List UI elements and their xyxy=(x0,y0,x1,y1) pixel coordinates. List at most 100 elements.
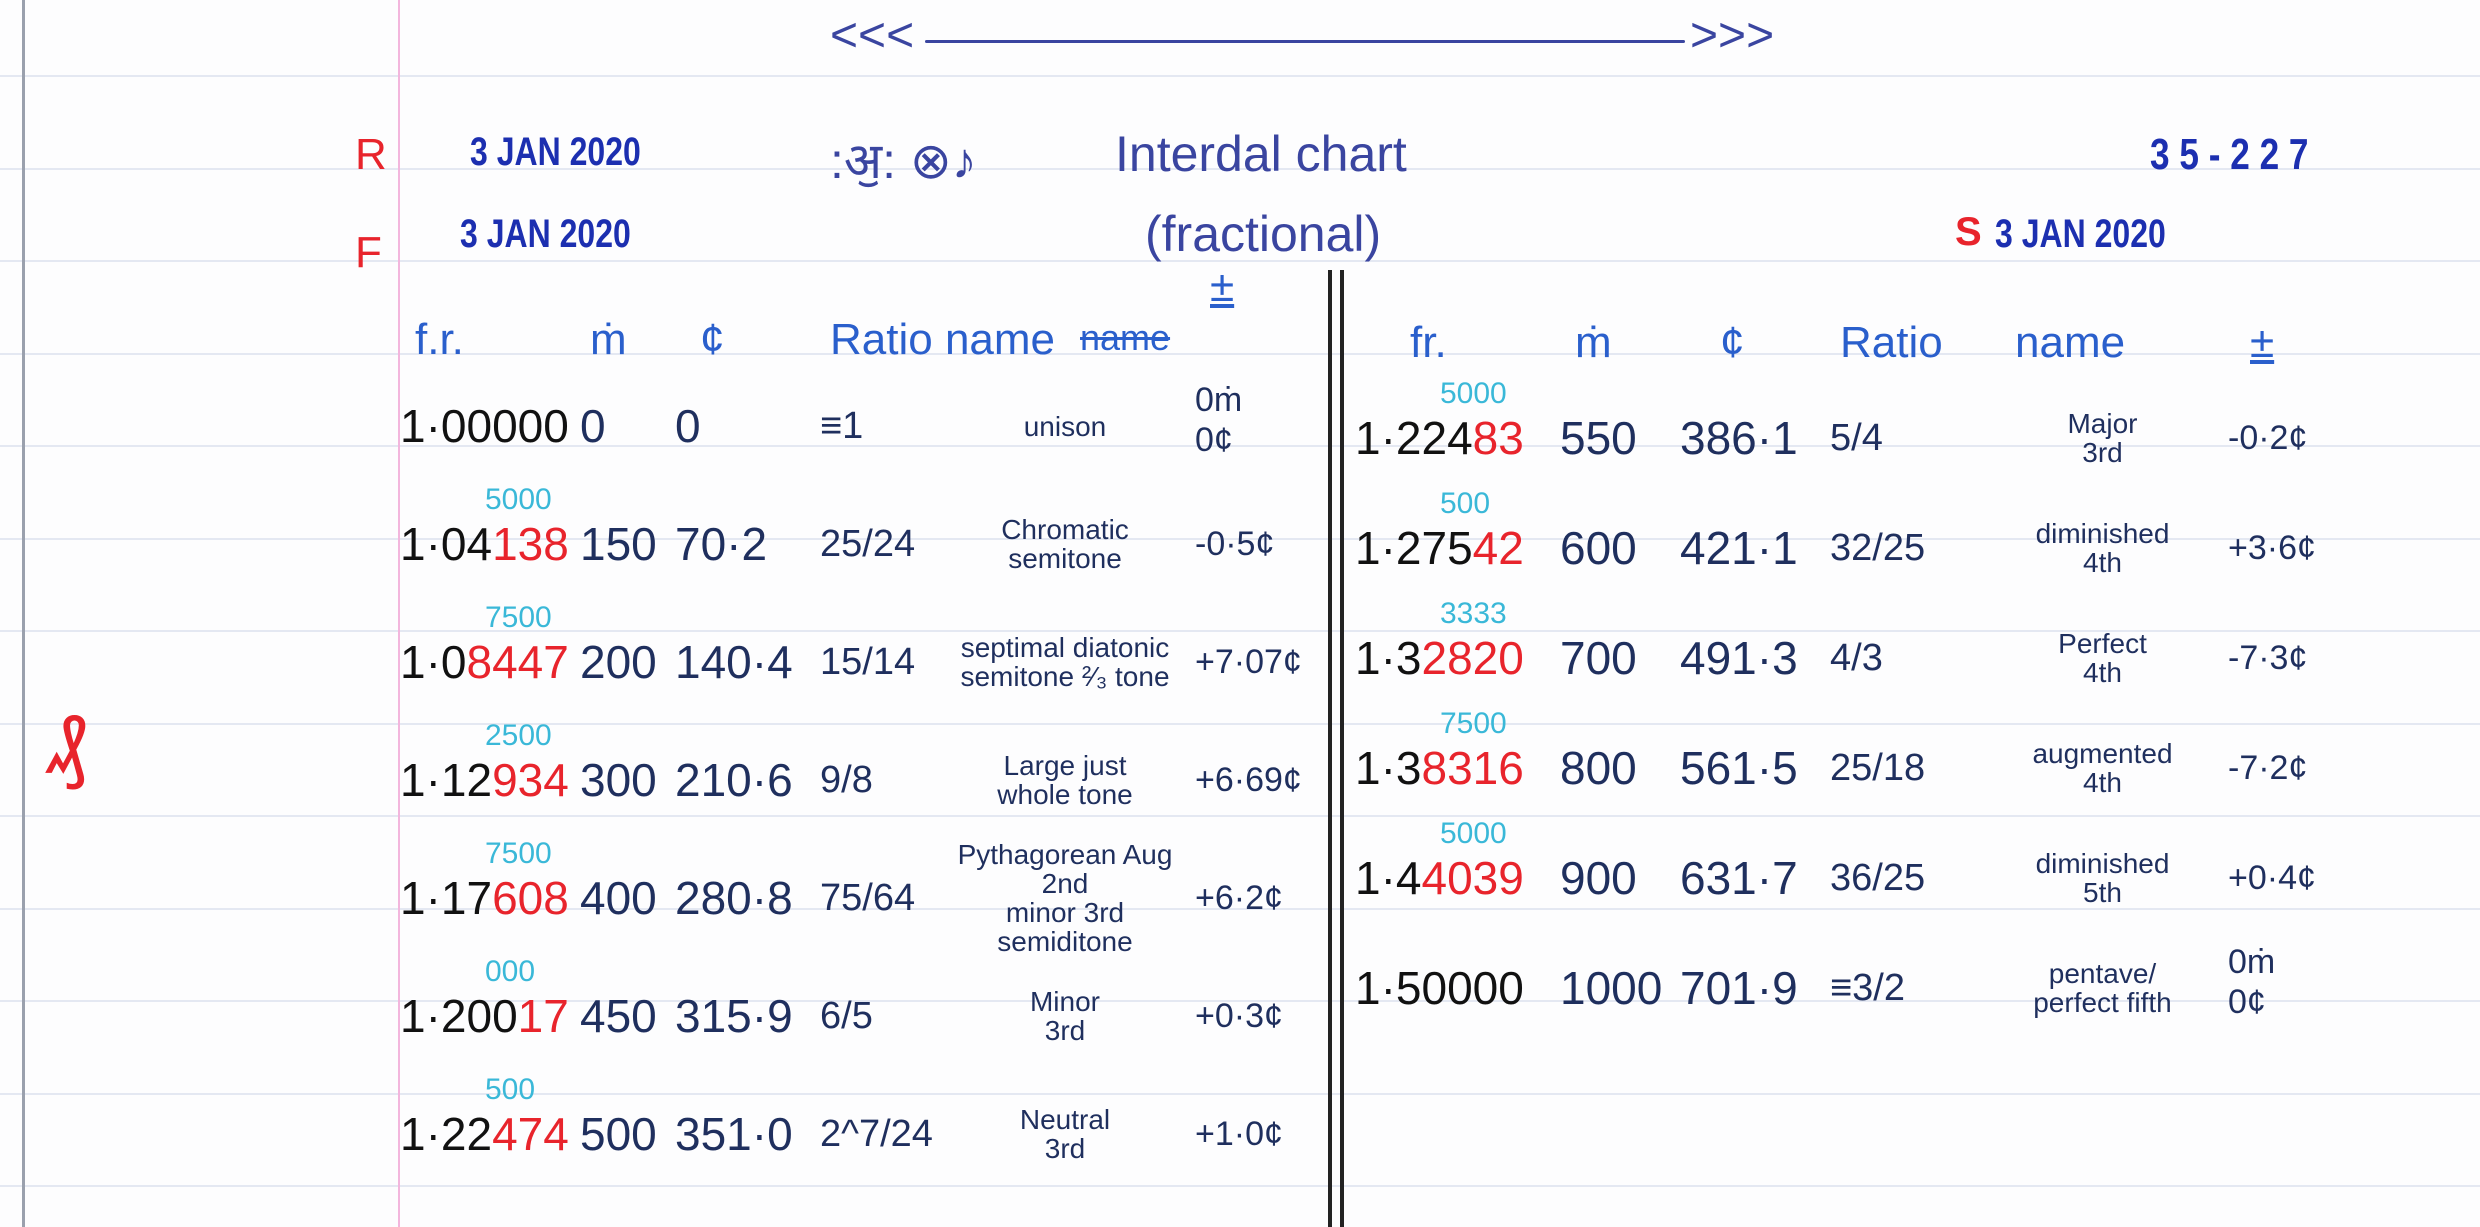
table-cell-name: Large just whole tone xyxy=(997,750,1133,810)
table-cell-delta: +0·3¢ xyxy=(1195,997,1283,1035)
table-cell-name: Minor 3rd xyxy=(1029,986,1100,1046)
table-cell-cents: 280·8 xyxy=(675,872,793,924)
fraction-red-digits: 8316 xyxy=(1421,742,1524,794)
binding-edge xyxy=(22,0,25,1227)
fraction-black-digits: 1·12 xyxy=(400,754,493,806)
table-cell-name: Neutral 3rd xyxy=(1019,1104,1111,1164)
arrow-line xyxy=(925,40,1685,43)
fraction-black-digits: 1·22 xyxy=(400,1108,493,1160)
table-cell-delta: -0·5¢ xyxy=(1195,525,1275,563)
fraction-black-digits: 1·3 xyxy=(1355,742,1422,794)
table-cell-m: 150 xyxy=(580,518,657,570)
table-row-fraction: 1·00000 xyxy=(400,400,569,452)
fraction-black-digits: 1·224 xyxy=(1355,412,1473,464)
right-header-name: name xyxy=(2015,318,2126,367)
table-cell-ratio: 32/25 xyxy=(1830,527,1926,569)
page-title: Interdal chart xyxy=(1115,126,1407,182)
table-row-fraction: 1·17608 xyxy=(400,872,569,924)
ruled-line xyxy=(0,75,2480,77)
stamp-r-label: R xyxy=(355,130,387,179)
fraction-annotation: 000 xyxy=(485,955,536,988)
ruled-line xyxy=(0,352,2480,355)
stamp-f-label: F xyxy=(355,228,382,277)
table-cell-cents: 421·1 xyxy=(1680,522,1798,574)
table-row-fraction: 1·38316 xyxy=(1355,742,1524,794)
table-cell-m: 550 xyxy=(1560,412,1637,464)
table-cell-ratio: ≡3/2 xyxy=(1830,967,1905,1009)
table-cell-delta: +6·2¢ xyxy=(1195,879,1283,917)
left-header-pm: ± xyxy=(1210,262,1235,311)
table-cell-ratio: 9/8 xyxy=(820,759,873,801)
left-header-struck-name: name xyxy=(1080,317,1171,358)
table-cell-m: 1000 xyxy=(1560,962,1663,1014)
fraction-black-digits: 1·0 xyxy=(400,636,467,688)
fraction-red-digits: 17 xyxy=(517,990,569,1042)
table-row-fraction: 1·22474 xyxy=(400,1108,569,1160)
fraction-annotation: 7500 xyxy=(485,601,552,634)
table-row-fraction: 1·44039 xyxy=(1355,852,1524,904)
table-cell-cents: 70·2 xyxy=(675,518,768,570)
table-row-fraction: 1·04138 xyxy=(400,518,569,570)
table-cell-ratio: 15/14 xyxy=(820,641,916,683)
table-cell-m: 0 xyxy=(580,400,606,452)
table-cell-cents: 140·4 xyxy=(675,636,793,688)
table-cell-name: unison xyxy=(1023,410,1107,442)
left-header-cents: ¢ xyxy=(700,315,725,364)
table-cell-ratio: 25/18 xyxy=(1830,747,1926,789)
title-symbols: :ॶ: ⊗♪ xyxy=(830,133,977,189)
right-header-pm: ± xyxy=(2250,318,2275,367)
margin-mark: ₰ xyxy=(45,701,87,790)
fraction-red-digits: 138 xyxy=(492,518,569,570)
column-divider-2 xyxy=(1340,270,1344,1227)
right-header-ratio: Ratio xyxy=(1840,318,1943,367)
table-cell-delta: +7·07¢ xyxy=(1195,643,1302,681)
fraction-red-digits: 8447 xyxy=(466,636,569,688)
table-cell-ratio: 4/3 xyxy=(1830,637,1883,679)
table-cell-name: Major 3rd xyxy=(2067,408,2138,468)
table-cell-ratio: 75/64 xyxy=(820,877,916,919)
table-row-fraction: 1·08447 xyxy=(400,636,569,688)
table-cell-name: pentave/ perfect fifth xyxy=(2033,958,2172,1018)
page-subtitle: (fractional) xyxy=(1145,206,1382,262)
fraction-black-digits: 1·200 xyxy=(400,990,518,1042)
ruled-line xyxy=(0,1092,2480,1095)
table-cell-delta: 0ṁ 0¢ xyxy=(2228,943,2276,1021)
fraction-annotation: 3333 xyxy=(1440,597,1507,630)
right-header-fr: fr. xyxy=(1410,318,1447,367)
table-cell-m: 900 xyxy=(1560,852,1637,904)
fraction-red-digits: 2820 xyxy=(1421,632,1524,684)
stamp-s-label: S xyxy=(1955,210,1982,254)
table-cell-name: Perfect 4th xyxy=(2058,628,2147,688)
fraction-black-digits: 1·17 xyxy=(400,872,493,924)
fraction-red-digits: 474 xyxy=(492,1108,569,1160)
ruled-line xyxy=(0,537,2480,540)
table-cell-m: 600 xyxy=(1560,522,1637,574)
fraction-annotation: 2500 xyxy=(485,719,552,752)
fraction-annotation: 5000 xyxy=(1440,377,1507,410)
table-cell-cents: 491·3 xyxy=(1680,632,1798,684)
fraction-red-digits: 83 xyxy=(1472,412,1524,464)
table-cell-delta: +1·0¢ xyxy=(1195,1115,1283,1153)
table-cell-m: 200 xyxy=(580,636,657,688)
fraction-black-digits: 1·50000 xyxy=(1355,962,1524,1014)
table-cell-name: septimal diatonic semitone ²⁄₃ tone xyxy=(960,632,1170,692)
table-cell-delta: -0·2¢ xyxy=(2228,419,2308,457)
right-header-cents: ¢ xyxy=(1720,318,1745,367)
ruled-line xyxy=(0,1000,2480,1002)
left-header-fr: f.r. xyxy=(415,315,464,364)
table-cell-name: diminished 5th xyxy=(2035,848,2170,908)
table-cell-delta: 0ṁ 0¢ xyxy=(1195,381,1243,459)
ruled-line xyxy=(0,260,2480,262)
table-cell-cents: 0 xyxy=(675,400,701,452)
table-cell-cents: 210·6 xyxy=(675,754,793,806)
right-header-m: ṁ xyxy=(1575,318,1612,367)
table-cell-ratio: 5/4 xyxy=(1830,417,1883,459)
table-cell-m: 450 xyxy=(580,990,657,1042)
table-row-fraction: 1·50000 xyxy=(1355,962,1524,1014)
fraction-black-digits: 1·275 xyxy=(1355,522,1473,574)
fraction-annotation: 500 xyxy=(1440,487,1491,520)
table-cell-cents: 351·0 xyxy=(675,1108,793,1160)
fraction-black-digits: 1·04 xyxy=(400,518,493,570)
table-row-fraction: 1·22483 xyxy=(1355,412,1524,464)
table-cell-m: 300 xyxy=(580,754,657,806)
